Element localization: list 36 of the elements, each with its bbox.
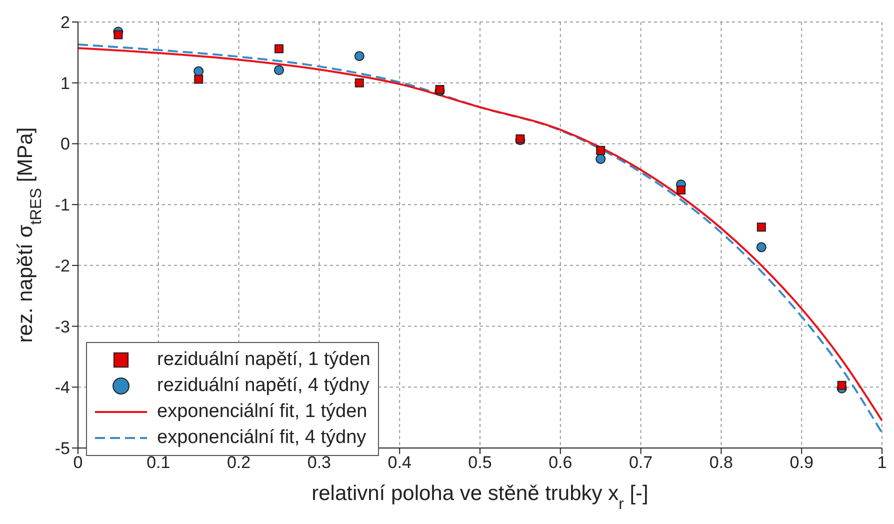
x-tick-label: 0 xyxy=(73,453,83,472)
y-tick-label: 1 xyxy=(60,74,70,93)
y-tick-label: -1 xyxy=(54,196,70,215)
x-tick-label: 0.1 xyxy=(146,453,170,472)
point xyxy=(676,185,686,194)
point xyxy=(354,78,364,88)
x-tick-label: 0.7 xyxy=(628,453,653,472)
point xyxy=(596,154,606,164)
x-tick-label: 1 xyxy=(877,453,887,472)
x-tick-label: 0.3 xyxy=(307,453,332,472)
point xyxy=(274,65,284,76)
point xyxy=(837,380,846,390)
x-tick-label: 0.2 xyxy=(226,453,251,472)
point xyxy=(354,51,364,62)
point xyxy=(274,44,284,54)
legend-label: exponenciální fit, 4 týdny xyxy=(157,427,366,449)
point xyxy=(756,222,766,232)
x-tick-label: 0.9 xyxy=(790,453,814,472)
legend-label: reziduální napětí, 4 týdny xyxy=(157,375,370,397)
y-tick-label: 2 xyxy=(60,13,70,32)
y-tick-label: -3 xyxy=(54,317,70,336)
y-tick-label: -2 xyxy=(54,256,70,276)
x-tick-label: 0.8 xyxy=(709,453,734,472)
legend-label: exponenciální fit, 1 týden xyxy=(157,401,368,423)
y-tick-label: -4 xyxy=(54,378,70,398)
y-tick-label: -5 xyxy=(54,439,70,458)
x-tick-label: 0.6 xyxy=(548,453,572,472)
legend-label: reziduální napětí, 1 týden xyxy=(157,349,370,371)
point xyxy=(596,146,606,155)
point xyxy=(756,242,766,252)
x-tick-label: 0.5 xyxy=(468,453,492,472)
point xyxy=(194,74,204,84)
point xyxy=(114,30,123,40)
x-axis-title: relativní poloha ve stěně trubky x$_{r}$ [-] xyxy=(312,482,648,512)
y-tick-label: 0 xyxy=(60,134,70,154)
x-tick-label: 0.4 xyxy=(388,453,412,472)
